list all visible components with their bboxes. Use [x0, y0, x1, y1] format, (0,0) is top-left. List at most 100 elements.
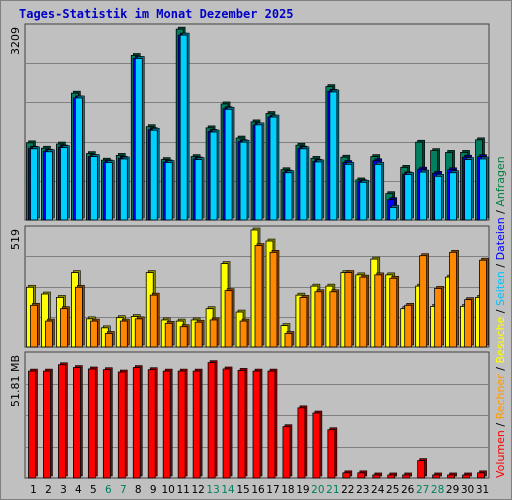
bar-rechner-day-23 [359, 276, 368, 348]
bar-volumen-day-18 [282, 426, 291, 479]
day-label-6: 6 [105, 484, 112, 496]
bar-seiten-day-19 [299, 148, 308, 221]
bar-volumen-day-30 [462, 474, 470, 479]
bar-rechner-day-15 [239, 320, 248, 348]
bar-volumen-day-19 [297, 407, 306, 479]
day-label-25: 25 [386, 484, 399, 496]
bar-rechner-day-18 [284, 333, 293, 348]
bar-volumen-day-31 [477, 472, 485, 479]
day-label-15: 15 [236, 484, 249, 496]
day-label-9: 9 [150, 484, 157, 496]
bar-volumen-day-11 [177, 370, 186, 479]
bar-rechner-day-28 [434, 287, 443, 348]
bar-rechner-day-20 [314, 291, 323, 348]
bar-rechner-day-4 [75, 286, 83, 348]
bar-rechner-day-27 [419, 255, 428, 348]
bar-seiten-day-3 [60, 147, 68, 221]
bar-seiten-day-24 [374, 163, 383, 221]
bar-volumen-day-6 [102, 369, 111, 479]
day-label-16: 16 [251, 484, 265, 496]
bar-seiten-day-20 [314, 161, 323, 221]
bar-seiten-day-26 [404, 174, 413, 221]
bar-seiten-day-23 [359, 181, 368, 221]
bar-seiten-day-17 [269, 116, 278, 221]
bar-volumen-day-3 [58, 364, 66, 479]
bar-seiten-day-4 [75, 97, 83, 221]
day-label-30: 30 [461, 484, 474, 496]
day-label-2: 2 [45, 484, 52, 496]
bar-seiten-day-22 [344, 163, 353, 221]
bar-seiten-day-7 [119, 158, 128, 221]
bar-volumen-day-15 [237, 369, 246, 479]
bar-rechner-day-19 [299, 297, 308, 348]
day-label-10: 10 [162, 484, 175, 496]
bar-rechner-day-13 [209, 319, 218, 348]
bar-volumen-day-10 [162, 370, 171, 479]
bar-seiten-day-10 [164, 162, 173, 221]
bar-seiten-day-11 [179, 34, 188, 221]
legend- /: / [494, 207, 507, 218]
day-label-4: 4 [75, 484, 82, 496]
bar-volumen-day-9 [147, 369, 156, 479]
bar-seiten-day-29 [449, 172, 457, 221]
day-label-12: 12 [191, 484, 204, 496]
day-label-13: 13 [206, 484, 219, 496]
bar-rechner-day-24 [374, 274, 383, 348]
bar-seiten-day-25 [389, 207, 398, 221]
bar-seiten-day-15 [239, 141, 248, 221]
bar-rechner-day-9 [149, 294, 158, 348]
bar-rechner-day-22 [344, 272, 353, 348]
day-label-1: 1 [30, 484, 37, 496]
bar-volumen-day-5 [87, 368, 96, 479]
legend- /: / [494, 364, 507, 375]
bar-volumen-day-28 [432, 474, 441, 479]
legend-seiten: Seiten [494, 271, 507, 306]
day-label-20: 20 [311, 484, 324, 496]
bar-seiten-day-6 [104, 162, 113, 221]
bar-seiten-day-9 [149, 129, 158, 221]
bar-rechner-day-10 [164, 322, 173, 348]
day-label-29: 29 [446, 484, 459, 496]
bar-volumen-day-21 [327, 429, 336, 479]
bar-rechner-day-1 [30, 304, 38, 348]
legend- /: / [494, 419, 507, 430]
bar-seiten-day-12 [194, 159, 203, 221]
day-label-11: 11 [176, 484, 189, 496]
bar-volumen-day-17 [267, 370, 276, 479]
bar-rechner-day-2 [45, 320, 53, 348]
legend-volumen: Volumen [494, 430, 507, 478]
bar-rechner-day-7 [119, 320, 128, 348]
bar-seiten-day-21 [329, 91, 338, 221]
bar-seiten-day-31 [479, 158, 487, 221]
day-label-19: 19 [296, 484, 309, 496]
day-label-24: 24 [371, 484, 385, 496]
volume-max-label: 51.81 MB [9, 355, 22, 407]
bar-seiten-day-14 [224, 108, 233, 221]
day-label-31: 31 [476, 484, 489, 496]
bar-volumen-day-23 [357, 472, 366, 479]
day-label-27: 27 [416, 484, 429, 496]
bar-rechner-day-25 [389, 277, 398, 348]
bar-seiten-day-8 [134, 58, 143, 221]
day-label-28: 28 [431, 484, 444, 496]
day-label-7: 7 [120, 484, 127, 496]
bar-volumen-day-12 [192, 370, 201, 479]
bar-seiten-day-2 [45, 151, 53, 221]
bar-seiten-day-16 [254, 124, 263, 221]
bar-volumen-day-25 [387, 474, 396, 479]
legend-besuche: Besuche [494, 316, 507, 363]
day-label-21: 21 [326, 484, 339, 496]
legend: Volumen / Rechner / Besuche / Seiten / D… [494, 156, 507, 478]
chart-title: Tages-Statistik im Monat Dezember 2025 [19, 7, 294, 21]
bar-rechner-day-30 [464, 299, 472, 348]
bar-rechner-day-11 [179, 326, 188, 348]
bar-volumen-day-27 [417, 460, 426, 479]
bar-volumen-day-13 [207, 362, 216, 479]
bar-volumen-day-7 [117, 371, 126, 479]
bar-rechner-day-26 [404, 304, 413, 348]
legend-anfragen: Anfragen [494, 156, 507, 206]
day-label-14: 14 [221, 484, 235, 496]
bar-rechner-day-14 [224, 290, 233, 348]
bar-rechner-day-12 [194, 321, 203, 348]
